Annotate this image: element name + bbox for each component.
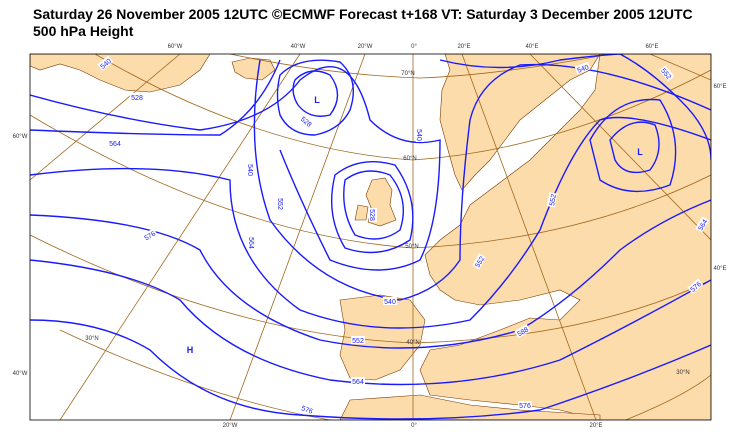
label-bg bbox=[108, 139, 122, 147]
label-bg bbox=[369, 208, 377, 222]
label-bg bbox=[351, 336, 365, 344]
contour-label-box: 540 bbox=[246, 163, 255, 177]
contour-label-box: 552 bbox=[546, 192, 558, 208]
graticule-label: 0° bbox=[411, 44, 417, 50]
label-bg bbox=[351, 377, 365, 385]
label-bg bbox=[141, 228, 158, 243]
graticule-label: 50°N bbox=[405, 244, 418, 250]
label-bg bbox=[695, 216, 710, 233]
contour-label: 552 bbox=[474, 255, 486, 269]
contour-label: 552 bbox=[549, 194, 558, 207]
land bbox=[30, 54, 711, 420]
label-bg bbox=[659, 65, 675, 82]
contour-label-box: 588 bbox=[514, 324, 531, 339]
label-bg bbox=[472, 253, 487, 270]
graticule-label: 20°W bbox=[223, 423, 238, 429]
contour-label: 564 bbox=[352, 379, 364, 386]
label-bg bbox=[383, 297, 397, 305]
contour-label-box: 576 bbox=[299, 402, 316, 416]
title: Saturday 26 November 2005 12UTC ©ECMWF F… bbox=[33, 6, 693, 22]
graticule-label: 30°N bbox=[676, 370, 689, 376]
contours bbox=[30, 54, 711, 420]
contour-label-box: 576 bbox=[518, 401, 532, 410]
contour-label-box: 540 bbox=[574, 61, 591, 75]
label-bg bbox=[130, 93, 144, 101]
graticule-label: 30°N bbox=[85, 336, 98, 342]
contour-label: 588 bbox=[516, 326, 530, 338]
map-frame bbox=[29, 53, 712, 421]
pressure-center: L bbox=[314, 95, 320, 105]
contour-label: 576 bbox=[143, 230, 157, 242]
contour-label: 540 bbox=[576, 64, 589, 75]
contour-label-box: 576 bbox=[141, 228, 158, 243]
contour-label-box: 552 bbox=[351, 336, 365, 345]
contour-label: 564 bbox=[109, 141, 121, 148]
contour-label: 540 bbox=[246, 164, 253, 176]
graticule-label: 20°W bbox=[358, 44, 373, 50]
label-bg bbox=[97, 55, 114, 71]
contour-label-box: 552 bbox=[276, 197, 285, 211]
label-bg bbox=[546, 192, 558, 208]
label-bg bbox=[247, 163, 255, 177]
graticule-label: 70°N bbox=[401, 71, 414, 77]
label-bg bbox=[574, 61, 591, 75]
graticule-label: 20°E bbox=[457, 44, 470, 50]
contour-label: 576 bbox=[519, 403, 531, 410]
label-bg bbox=[298, 113, 315, 129]
contour-label: 540 bbox=[415, 129, 422, 141]
pressure-center: L bbox=[637, 147, 643, 157]
label-bg bbox=[277, 197, 285, 211]
contour-label-box: 564 bbox=[351, 377, 365, 386]
contour-label-box: 552 bbox=[472, 253, 487, 270]
pressure-center: H bbox=[187, 345, 194, 355]
label-bg bbox=[514, 324, 531, 339]
graticule-label: 20°E bbox=[589, 423, 602, 429]
graticule-label: 60°E bbox=[645, 44, 658, 50]
contour-label: 576 bbox=[300, 405, 313, 416]
contour-label: 528 bbox=[131, 95, 143, 102]
label-bg bbox=[687, 278, 704, 294]
contour-label: 564 bbox=[247, 237, 254, 249]
contour-label-box: 564 bbox=[108, 139, 122, 148]
label-bg bbox=[518, 401, 532, 409]
graticule-label: 40°N bbox=[406, 340, 419, 346]
graticule-label: 0° bbox=[411, 423, 417, 429]
label-bg bbox=[416, 128, 424, 142]
contour-label: 552 bbox=[276, 198, 283, 210]
graticule-label: 60°N bbox=[403, 156, 416, 162]
contour-label-box: 564 bbox=[695, 216, 710, 233]
graticule-label: 40°E bbox=[713, 266, 726, 272]
graticule-label: 40°W bbox=[291, 44, 306, 50]
label-bg bbox=[248, 236, 256, 250]
graticule-label: 60°W bbox=[168, 44, 183, 50]
graticule-label: 60°W bbox=[13, 134, 28, 140]
contour-label-box: 528 bbox=[130, 93, 144, 102]
contour-label: 528 bbox=[368, 209, 375, 221]
graticule-label: 40°E bbox=[525, 44, 538, 50]
label-bg bbox=[299, 402, 316, 416]
contour-label: 540 bbox=[384, 299, 396, 306]
contour-label-box: 564 bbox=[247, 236, 256, 250]
graticule-label: 40°W bbox=[13, 371, 28, 377]
graticule-label: 60°E bbox=[713, 84, 726, 90]
contour-label: 552 bbox=[352, 338, 364, 345]
map bbox=[30, 54, 711, 420]
contour-label-box: 540 bbox=[415, 128, 424, 142]
subtitle: 500 hPa Height bbox=[33, 23, 134, 39]
contour-label-box: 528 bbox=[368, 208, 377, 222]
contour-label: 564 bbox=[697, 218, 709, 232]
contour-label-box: 540 bbox=[383, 297, 397, 306]
